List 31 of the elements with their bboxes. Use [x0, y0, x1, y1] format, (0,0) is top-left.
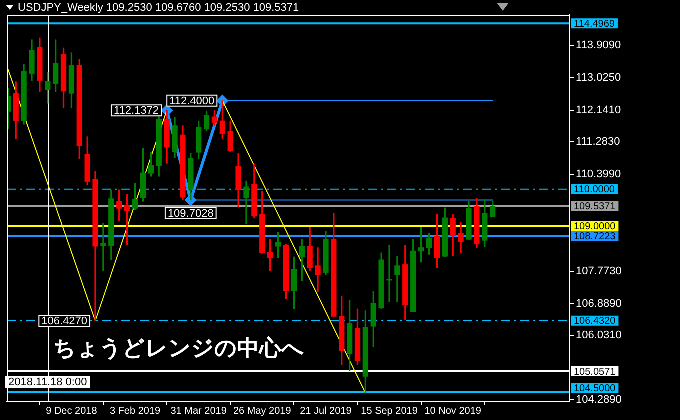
y-tick-label: 104.2890: [576, 394, 622, 406]
annotation: ちょうどレンジの中心へ: [54, 336, 304, 362]
data-label: 106.4270: [42, 316, 88, 328]
x-tick-label: 10 Nov 2019: [424, 406, 482, 417]
ref-line-label: 109.0000: [574, 221, 616, 232]
x-tick-label: 26 May 2019: [233, 406, 292, 417]
x-tick-label: 31 Mar 2019: [170, 406, 228, 417]
x-tick-label: 15 Sep 2019: [361, 406, 418, 417]
y-tick-label: 106.0310: [576, 330, 622, 342]
ref-line-label: 108.7223: [574, 232, 616, 243]
y-tick-label: 111.2830: [576, 136, 620, 148]
ref-line-label: 114.4969: [574, 18, 616, 30]
y-tick-label: 112.1410: [576, 104, 622, 116]
x-tick-label: 21 Jul 2019: [300, 406, 352, 417]
y-tick-label: 106.8890: [576, 298, 622, 310]
data-label: 112.4000: [170, 95, 215, 108]
ref-line-label: 104.5000: [574, 384, 616, 395]
y-tick-label: 110.3990: [576, 168, 622, 181]
y-tick-label: 113.0250: [576, 72, 622, 84]
ref-line-label: 106.4320: [574, 316, 616, 328]
x-tick-label: 3 Feb 2019: [110, 406, 161, 417]
ref-line-label: 110.0000: [574, 184, 616, 196]
data-label: 109.7028: [168, 208, 214, 220]
ref-line-label: 109.5371: [574, 202, 616, 213]
x-tick-label: 9 Dec 2018: [46, 406, 98, 417]
chart-title: USDJPY_Weekly 109.2530 109.6760 109.2530 109.5371: [18, 2, 300, 14]
data-label: 112.1372: [114, 105, 160, 118]
ref-line-label: 105.0571: [574, 366, 616, 378]
ref-line-label: 2018.11.18 0:00: [8, 376, 88, 389]
y-tick-label: 107.7730: [576, 265, 622, 278]
y-tick-label: 113.9090: [576, 39, 622, 52]
